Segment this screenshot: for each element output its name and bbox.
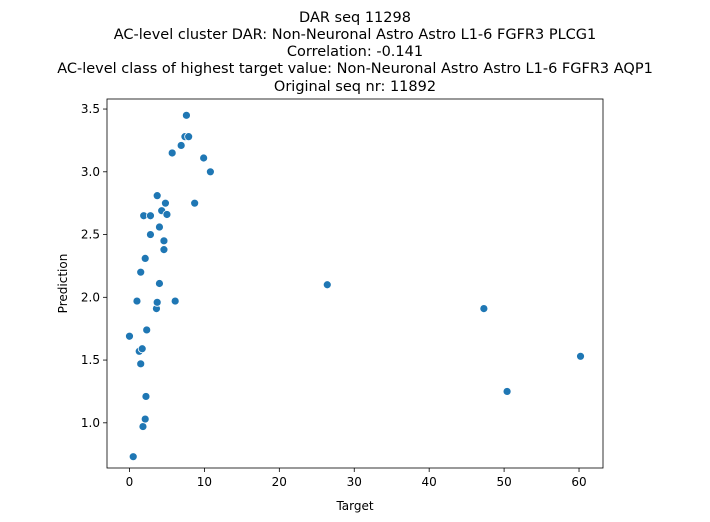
scatter-point <box>199 153 209 163</box>
plot-area <box>106 98 604 469</box>
title-line-1: DAR seq 11298 <box>299 10 411 26</box>
x-tick-label: 20 <box>272 475 287 489</box>
scatter-point <box>176 141 186 150</box>
data-points <box>125 110 585 462</box>
x-tick-label: 40 <box>422 475 437 489</box>
x-tick-label: 50 <box>496 475 511 489</box>
scatter-point <box>141 392 151 401</box>
scatter-point <box>182 110 191 120</box>
scatter-point <box>322 280 332 290</box>
scatter-point <box>132 296 142 306</box>
chart-title: DAR seq 11298 AC-level cluster DAR: Non-… <box>57 10 653 95</box>
scatter-point <box>162 210 172 219</box>
y-tick-label: 2.5 <box>81 228 100 242</box>
scatter-point <box>190 198 200 208</box>
y-axis: 1.0 1.5 2.0 2.5 3.0 3.5 <box>81 102 107 430</box>
y-axis-label: Prediction <box>56 254 70 314</box>
scatter-point <box>136 359 146 369</box>
scatter-point <box>136 267 146 277</box>
scatter-point <box>125 331 134 341</box>
y-tick-label: 1.5 <box>81 353 100 367</box>
x-axis: 0 10 20 30 40 50 60 <box>126 468 587 489</box>
scatter-point <box>184 132 194 142</box>
scatter-point <box>146 230 155 239</box>
x-tick-label: 10 <box>197 475 212 489</box>
scatter-point <box>170 296 180 306</box>
y-tick-label: 2.0 <box>81 290 100 304</box>
y-tick-label: 1.0 <box>81 416 100 430</box>
title-line-2: AC-level cluster DAR: Non-Neuronal Astro… <box>114 27 596 43</box>
scatter-point <box>142 325 152 335</box>
y-tick-label: 3.5 <box>81 102 100 116</box>
scatter-point <box>155 279 164 288</box>
scatter-point <box>167 148 177 158</box>
x-axis-label: Target <box>335 499 373 513</box>
scatter-point <box>138 422 148 431</box>
title-line-5: Original seq nr: 11892 <box>274 79 436 95</box>
scatter-point <box>140 414 150 424</box>
scatter-point <box>502 387 512 396</box>
scatter-point <box>140 253 150 263</box>
scatter-point <box>152 191 162 201</box>
scatter-point <box>152 297 162 307</box>
x-tick-label: 30 <box>347 475 362 489</box>
scatter-point <box>155 222 164 232</box>
x-tick-label: 60 <box>571 475 586 489</box>
x-tick-label: 0 <box>126 475 134 489</box>
scatter-point <box>479 304 489 314</box>
scatter-point <box>128 452 138 462</box>
scatter-point <box>137 344 147 354</box>
title-line-3: Correlation: -0.141 <box>287 44 423 60</box>
scatter-point <box>205 167 215 177</box>
scatter-point <box>146 211 155 221</box>
title-line-4: AC-level class of highest target value: … <box>57 61 653 77</box>
scatter-point <box>159 236 169 246</box>
scatter-point <box>161 198 170 208</box>
y-tick-label: 3.0 <box>81 165 100 179</box>
scatter-point <box>576 351 585 361</box>
scatter-point <box>159 245 169 255</box>
